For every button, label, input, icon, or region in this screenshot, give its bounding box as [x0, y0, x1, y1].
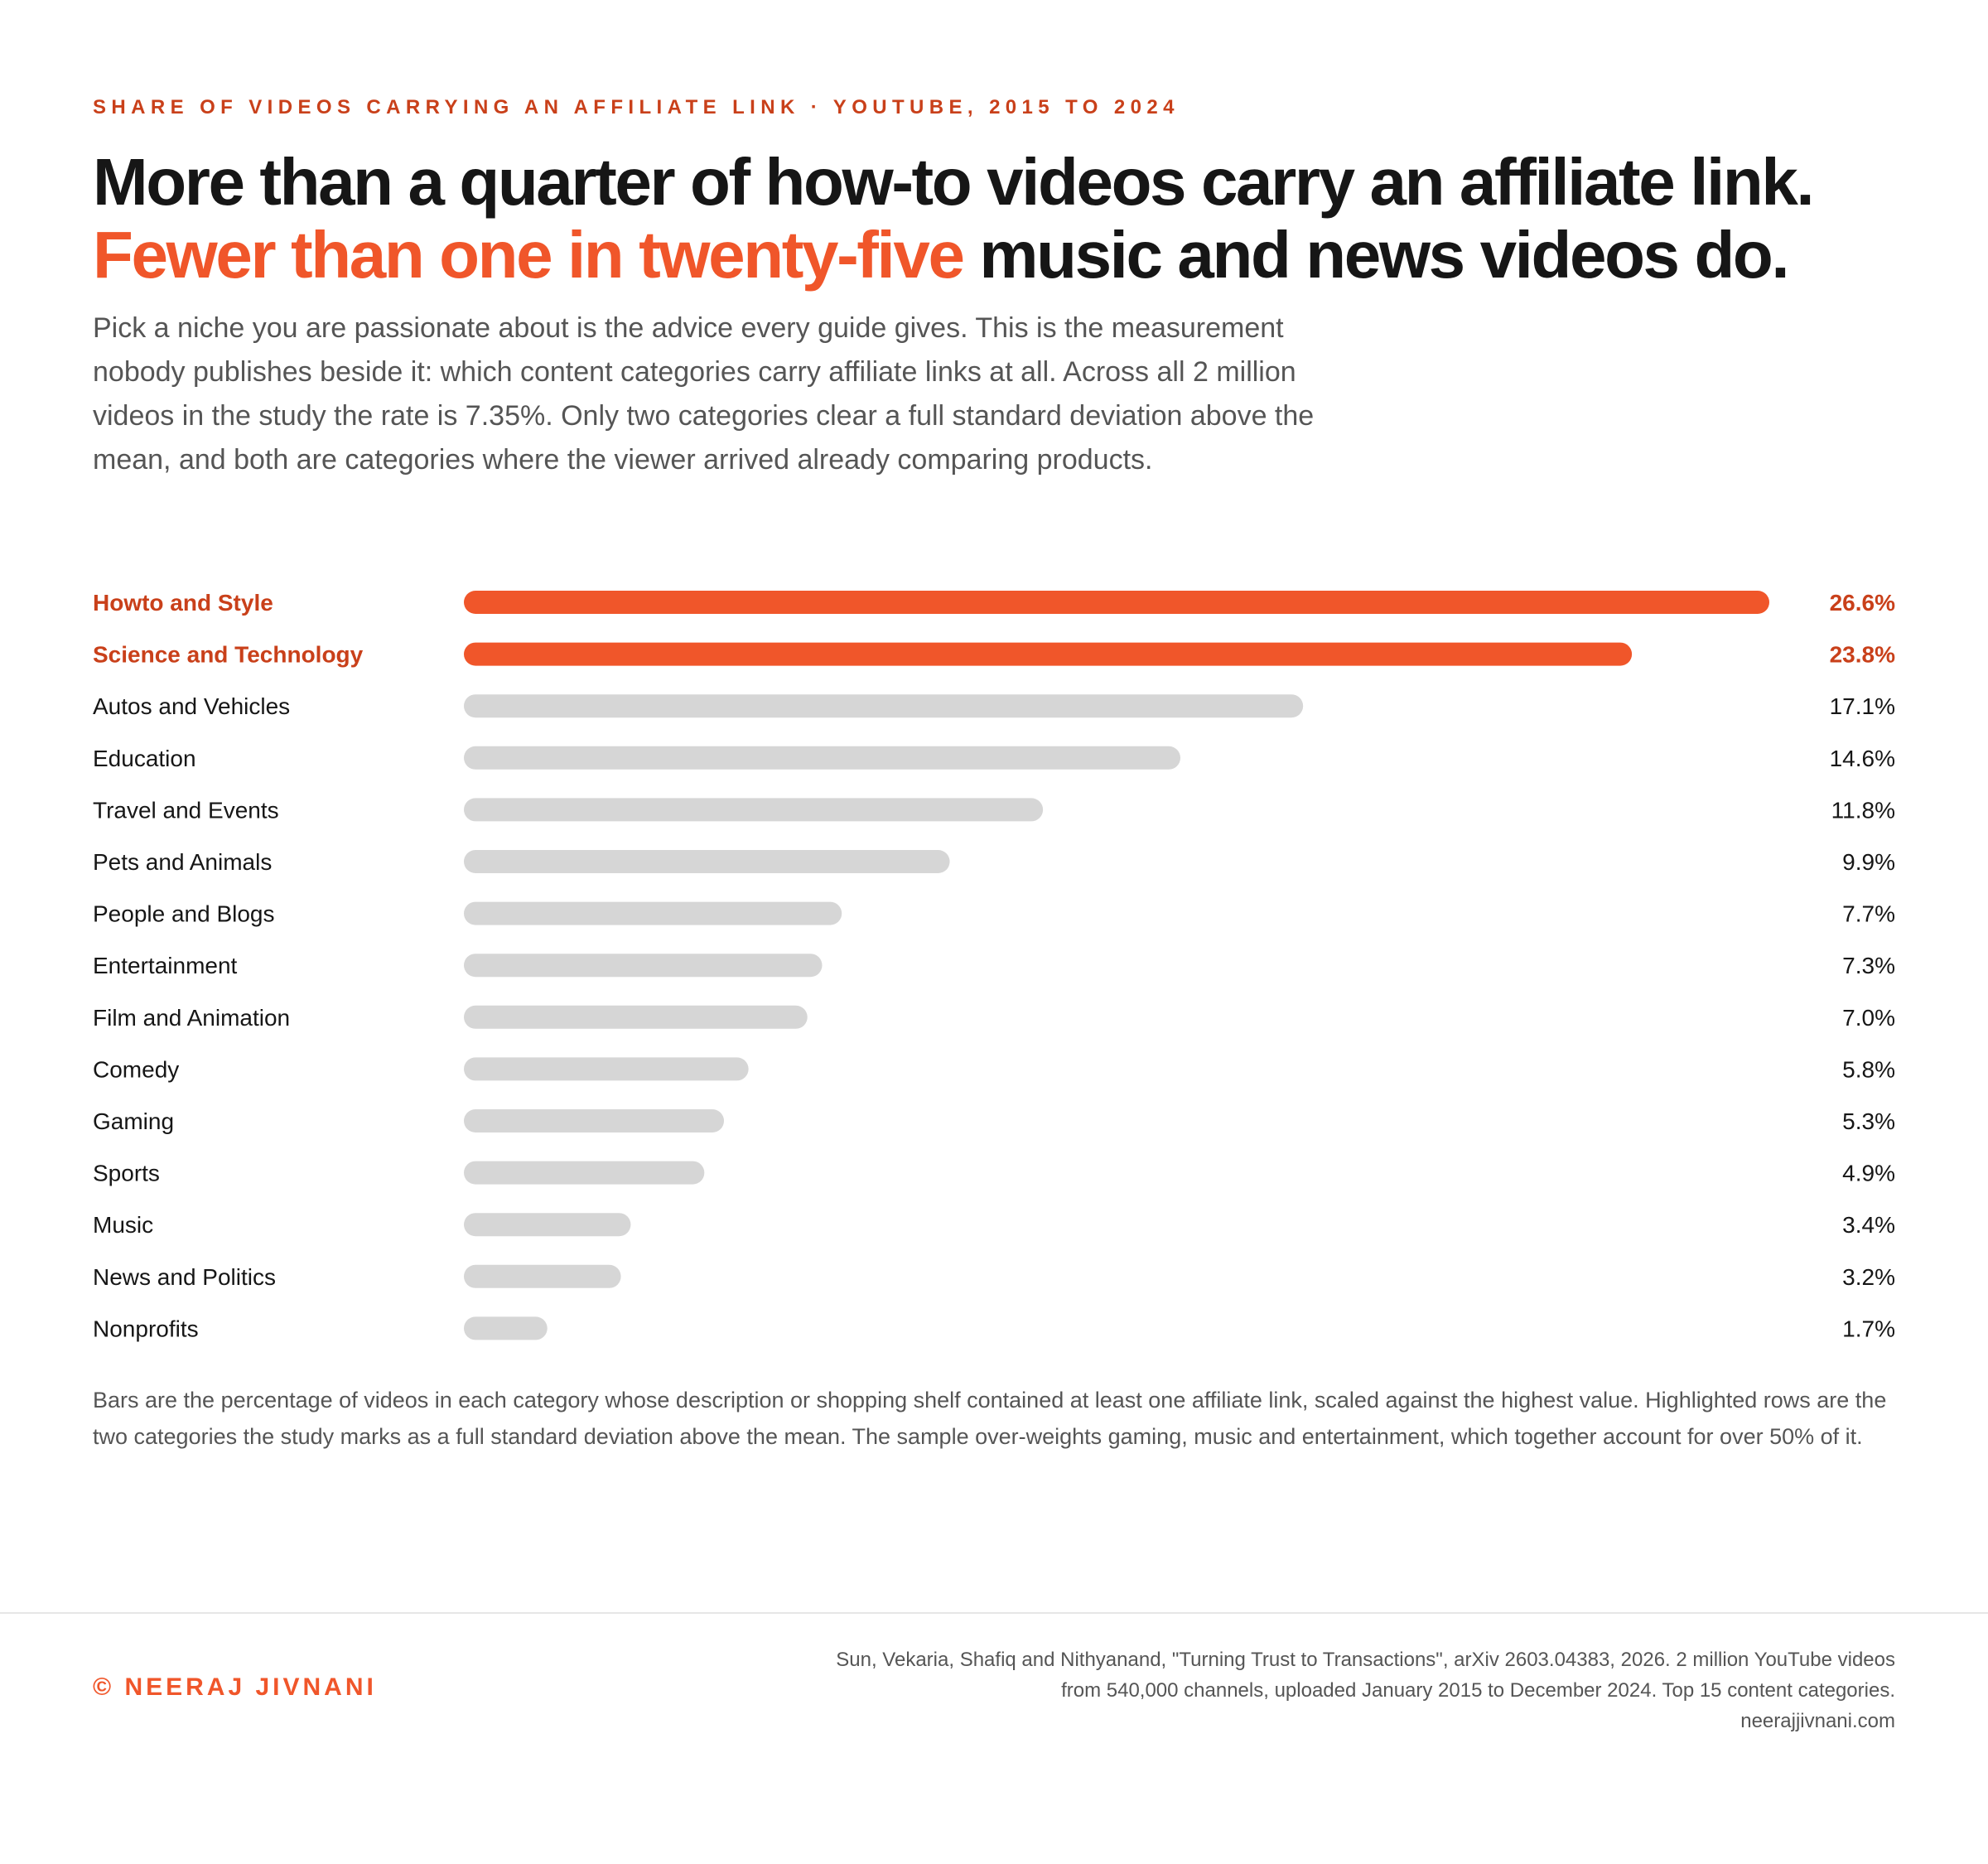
- headline: More than a quarter of how-to videos car…: [93, 146, 1915, 292]
- bar-row-music: Music 3.4%: [93, 1212, 1895, 1238]
- value-label: 3.4%: [1842, 1212, 1895, 1238]
- bar: [464, 1109, 725, 1132]
- value-label: 9.9%: [1842, 849, 1895, 875]
- bar: [464, 1005, 808, 1029]
- value-label: 5.3%: [1842, 1108, 1895, 1134]
- bar: [464, 798, 1044, 822]
- bar-row-people-and-blogs: People and Blogs 7.7%: [93, 901, 1895, 927]
- category-label: Gaming: [93, 1108, 174, 1134]
- headline-accent: Fewer than one in twenty-five: [93, 218, 965, 292]
- headline-line-1: More than a quarter of how-to videos car…: [93, 145, 1815, 219]
- category-label: Travel and Events: [93, 797, 279, 823]
- eyebrow: SHARE OF VIDEOS CARRYING AN AFFILIATE LI…: [93, 96, 1180, 118]
- credit: © NEERAJ JIVNANI: [93, 1673, 377, 1701]
- value-label: 1.7%: [1842, 1316, 1895, 1341]
- source-url: neerajjivnani.com: [1740, 1710, 1895, 1732]
- bar: [464, 850, 950, 873]
- category-label: Film and Animation: [93, 1005, 290, 1031]
- bar: [464, 694, 1304, 718]
- category-label: News and Politics: [93, 1264, 276, 1290]
- category-label: Comedy: [93, 1056, 179, 1082]
- source-line-1: Sun, Vekaria, Shafiq and Nithyanand, "Tu…: [836, 1649, 1895, 1671]
- category-label: Music: [93, 1212, 153, 1238]
- value-label: 26.6%: [1830, 590, 1895, 616]
- bar-row-nonprofits: Nonprofits 1.7%: [93, 1316, 1895, 1341]
- category-label: People and Blogs: [93, 901, 275, 927]
- headline-line-2: Fewer than one in twenty-five music and …: [93, 219, 1915, 292]
- headline-rest: music and news videos do.: [963, 218, 1789, 292]
- bar: [464, 1264, 621, 1288]
- bar: [464, 954, 823, 978]
- value-label: 14.6%: [1830, 746, 1895, 771]
- bar: [464, 1057, 749, 1081]
- value-label: 11.8%: [1831, 797, 1895, 823]
- bar-row-autos-and-vehicles: Autos and Vehicles 17.1%: [93, 693, 1895, 719]
- value-label: 7.3%: [1842, 953, 1895, 978]
- value-label: 23.8%: [1830, 642, 1895, 668]
- category-label: Education: [93, 746, 196, 771]
- source-citation: Sun, Vekaria, Shafiq and Nithyanand, "Tu…: [736, 1644, 1895, 1736]
- bar: [464, 1161, 705, 1185]
- bar: [464, 746, 1181, 770]
- category-label: Sports: [93, 1161, 160, 1186]
- chart-note: Bars are the percentage of videos in eac…: [93, 1388, 1887, 1449]
- category-label: Science and Technology: [93, 642, 364, 668]
- bar-row-travel-and-events: Travel and Events 11.8%: [93, 797, 1895, 823]
- bar-row-gaming: Gaming 5.3%: [93, 1108, 1895, 1134]
- value-label: 3.2%: [1842, 1264, 1895, 1290]
- bar: [464, 901, 842, 925]
- bar-row-science-and-technology: Science and Technology 23.8%: [93, 642, 1895, 668]
- bar-row-news-and-politics: News and Politics 3.2%: [93, 1264, 1895, 1290]
- value-label: 17.1%: [1830, 693, 1895, 719]
- bar: [464, 1213, 631, 1237]
- category-label: Autos and Vehicles: [93, 693, 290, 719]
- bar-row-comedy: Comedy 5.8%: [93, 1056, 1895, 1082]
- bar-row-pets-and-animals: Pets and Animals 9.9%: [93, 849, 1895, 875]
- bar: [464, 642, 1633, 666]
- bar: [464, 591, 1769, 614]
- bar-row-howto-and-style: Howto and Style 26.6%: [93, 590, 1895, 616]
- value-label: 5.8%: [1842, 1056, 1895, 1082]
- bar-row-sports: Sports 4.9%: [93, 1161, 1895, 1186]
- bar-chart: Howto and Style 26.6% Science and Technolo…: [93, 590, 1895, 1341]
- footer-divider: [0, 1612, 1988, 1614]
- category-label: Pets and Animals: [93, 849, 272, 875]
- intro-paragraph: Pick a niche you are passionate about is…: [93, 312, 1315, 476]
- bar: [464, 1316, 548, 1340]
- bar-row-film-and-animation: Film and Animation 7.0%: [93, 1005, 1895, 1031]
- source-line-2: from 540,000 channels, uploaded January …: [1061, 1679, 1895, 1702]
- value-label: 7.0%: [1842, 1005, 1895, 1031]
- category-label: Howto and Style: [93, 590, 273, 616]
- value-label: 4.9%: [1842, 1161, 1895, 1186]
- bar-row-entertainment: Entertainment 7.3%: [93, 953, 1895, 978]
- bar-row-education: Education 14.6%: [93, 746, 1895, 771]
- category-label: Nonprofits: [93, 1316, 199, 1341]
- value-label: 7.7%: [1842, 901, 1895, 927]
- category-label: Entertainment: [93, 953, 238, 978]
